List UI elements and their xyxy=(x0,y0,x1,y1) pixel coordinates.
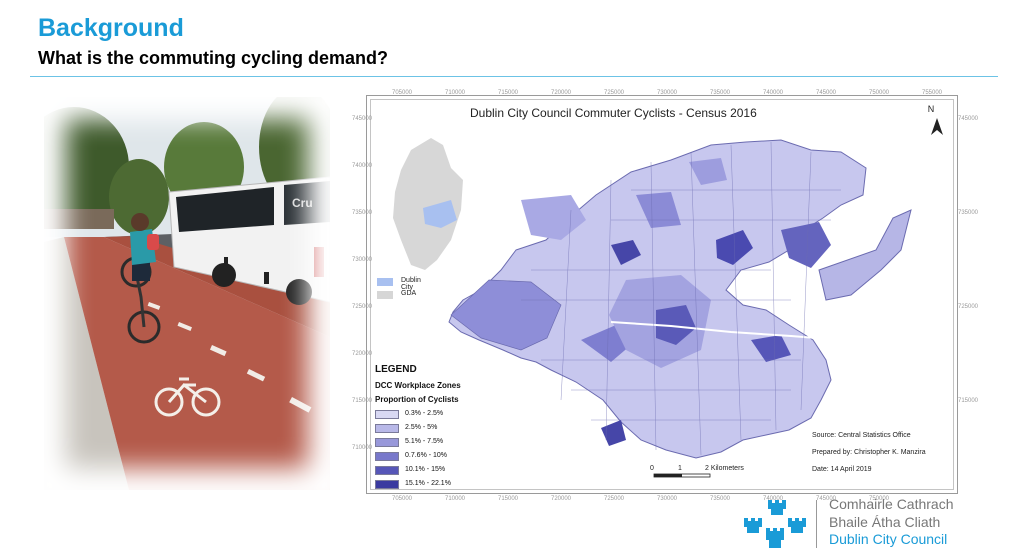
scale-label-2: 2 Kilometers xyxy=(705,465,744,472)
logo-line-english: Dublin City Council xyxy=(829,531,948,547)
cyclist-photo: Cru xyxy=(44,97,330,490)
legend-field-name: Proportion of Cyclists xyxy=(375,395,459,404)
north-arrow-icon xyxy=(931,118,943,135)
slide-title: Background xyxy=(38,14,184,42)
legend-swatch xyxy=(375,452,399,461)
legend-swatch xyxy=(375,438,399,447)
scale-label-0: 0 xyxy=(650,465,654,472)
scale-label-1: 1 xyxy=(678,465,682,472)
slide-subtitle: What is the commuting cycling demand? xyxy=(38,48,389,68)
gda-inset-map xyxy=(393,138,463,270)
map-prepared-by: Prepared by: Christopher K. Manzira xyxy=(812,449,926,456)
map-canvas xyxy=(370,99,954,490)
map-title: Dublin City Council Commuter Cyclists - … xyxy=(470,106,757,120)
map-source: Source: Central Statistics Office xyxy=(812,432,911,439)
legend-swatch xyxy=(375,424,399,433)
gda-swatch xyxy=(377,291,393,299)
legend-title: LEGEND xyxy=(375,364,417,375)
castle-icon xyxy=(744,500,806,548)
title-divider xyxy=(30,76,998,77)
legend-swatch xyxy=(375,480,399,489)
legend-layer-name: DCC Workplace Zones xyxy=(375,381,461,390)
north-label: N xyxy=(927,104,935,114)
logo-line-irish-1: Comhairle Cathrach xyxy=(829,496,954,512)
logo-line-irish-2: Bhaile Átha Cliath xyxy=(829,514,941,530)
logo-divider xyxy=(816,500,817,548)
scale-bar xyxy=(653,473,711,478)
legend-swatch xyxy=(375,466,399,475)
bus-lettering: Cru xyxy=(292,196,313,210)
dcc-workplace-zones-map xyxy=(448,139,912,459)
dublin-city-swatch xyxy=(377,278,393,286)
map-date: Date: 14 April 2019 xyxy=(812,466,872,473)
legend-swatch xyxy=(375,410,399,419)
